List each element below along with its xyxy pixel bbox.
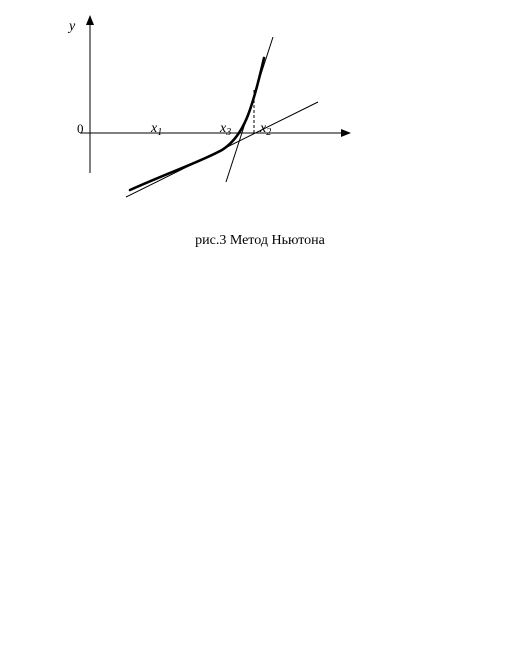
- y-axis-label: y: [67, 19, 76, 34]
- origin-label: 0: [77, 121, 84, 136]
- function-curve: [128, 56, 266, 192]
- x1-label: x1: [150, 121, 162, 138]
- figure-caption: рис.3 Метод Ньютона: [195, 233, 325, 248]
- x2-label: x2: [259, 121, 271, 138]
- x3-label: x3: [219, 121, 231, 138]
